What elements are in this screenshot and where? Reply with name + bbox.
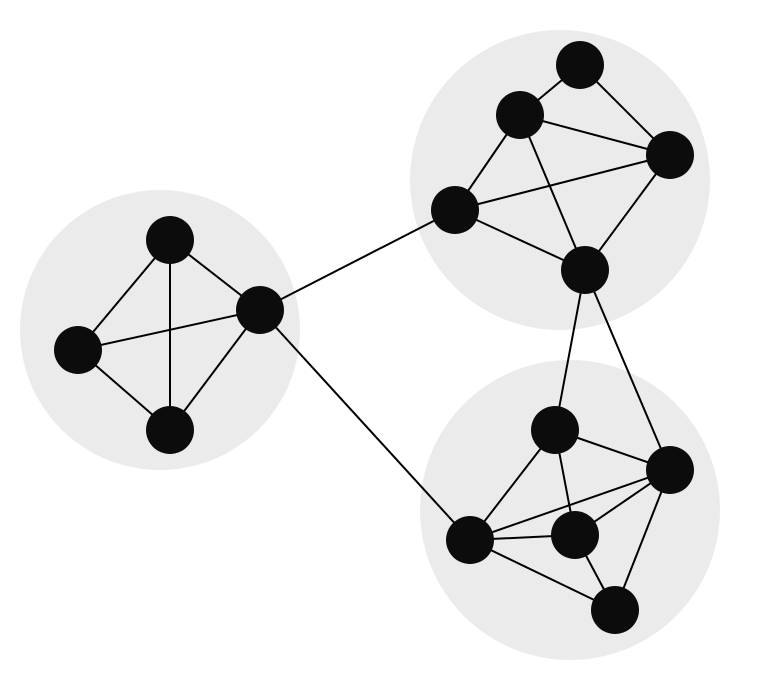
graph-node <box>531 406 579 454</box>
clusters-layer <box>20 30 720 660</box>
graph-edge <box>260 210 455 310</box>
graph-node <box>561 246 609 294</box>
graph-node <box>496 91 544 139</box>
graph-node <box>146 216 194 264</box>
graph-edge <box>260 310 470 540</box>
graph-node <box>146 406 194 454</box>
network-diagram <box>0 0 770 680</box>
graph-node <box>556 41 604 89</box>
graph-node <box>551 511 599 559</box>
graph-node <box>236 286 284 334</box>
graph-node <box>431 186 479 234</box>
graph-node <box>446 516 494 564</box>
graph-node <box>646 446 694 494</box>
graph-node <box>54 326 102 374</box>
graph-node <box>591 586 639 634</box>
graph-node <box>646 131 694 179</box>
